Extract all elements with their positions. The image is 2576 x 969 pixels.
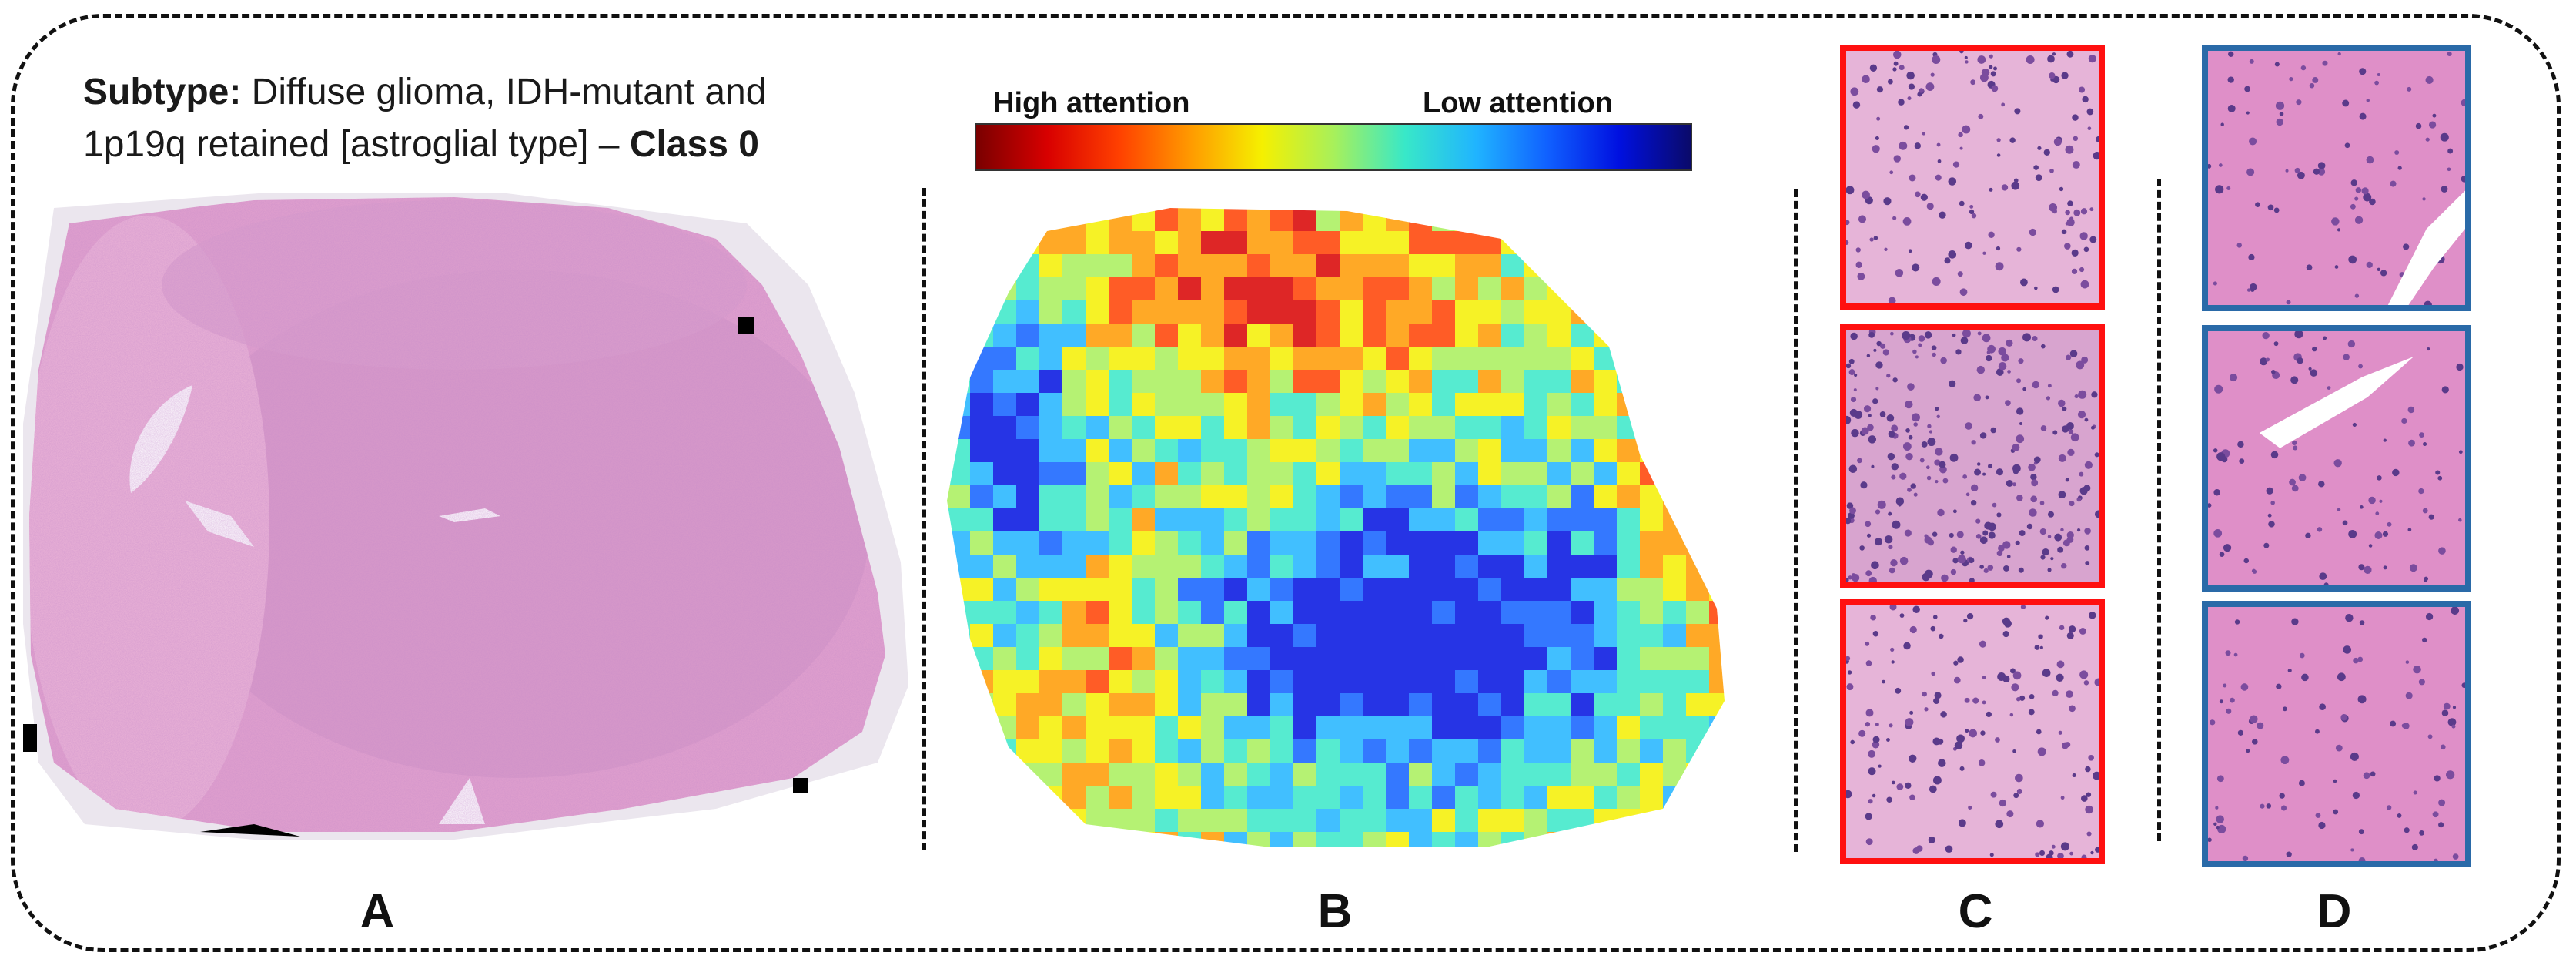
panel-label-a: A xyxy=(360,885,395,938)
tissue-patch-image xyxy=(2208,51,2465,305)
attention-heatmap-image xyxy=(947,208,1725,847)
high-attention-tile-2 xyxy=(1840,324,2105,588)
tissue-patch-image xyxy=(1846,51,2099,303)
figure-frame xyxy=(11,14,2561,952)
low-attention-tile-1 xyxy=(2202,45,2471,311)
tissue-patch-image xyxy=(1846,605,2099,858)
attention-colorbar xyxy=(975,123,1692,171)
class-label: Class 0 xyxy=(629,124,759,165)
high-attention-label: High attention xyxy=(993,87,1190,119)
heatmap-cells xyxy=(947,208,1725,847)
separator-c-d xyxy=(2157,179,2161,841)
whole-slide-image xyxy=(23,193,916,840)
subtype-label: Subtype: xyxy=(83,72,242,112)
low-attention-tile-3 xyxy=(2202,601,2471,867)
tissue-patch-image xyxy=(2208,331,2465,585)
subtype-line2: 1p19q retained [astroglial type] – xyxy=(83,124,630,165)
low-attention-tile-2 xyxy=(2202,325,2471,592)
high-attention-tile-1 xyxy=(1840,45,2105,310)
tissue-patch-image xyxy=(1846,330,2099,582)
panel-label-c: C xyxy=(1958,885,1993,938)
separator-b-c xyxy=(1794,189,1798,852)
high-attention-tile-3 xyxy=(1840,599,2105,864)
separator-a-b xyxy=(922,188,926,850)
subtype-heading: Subtype: Diffuse glioma, IDH-mutant and … xyxy=(83,66,945,171)
subtype-line1: Diffuse glioma, IDH-mutant and xyxy=(241,72,767,112)
panel-label-b: B xyxy=(1317,885,1353,938)
low-attention-label: Low attention xyxy=(1423,87,1613,119)
panel-label-d: D xyxy=(2317,885,2352,938)
tissue-patch-image xyxy=(2208,607,2465,861)
